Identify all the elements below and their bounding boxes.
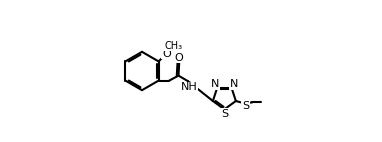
- Text: S: S: [242, 101, 249, 111]
- Text: O: O: [162, 49, 171, 59]
- Text: S: S: [221, 109, 228, 119]
- Text: N: N: [211, 79, 219, 89]
- Text: N: N: [230, 79, 238, 89]
- Text: O: O: [175, 53, 184, 63]
- Text: CH₃: CH₃: [165, 41, 183, 51]
- Text: NH: NH: [180, 82, 197, 92]
